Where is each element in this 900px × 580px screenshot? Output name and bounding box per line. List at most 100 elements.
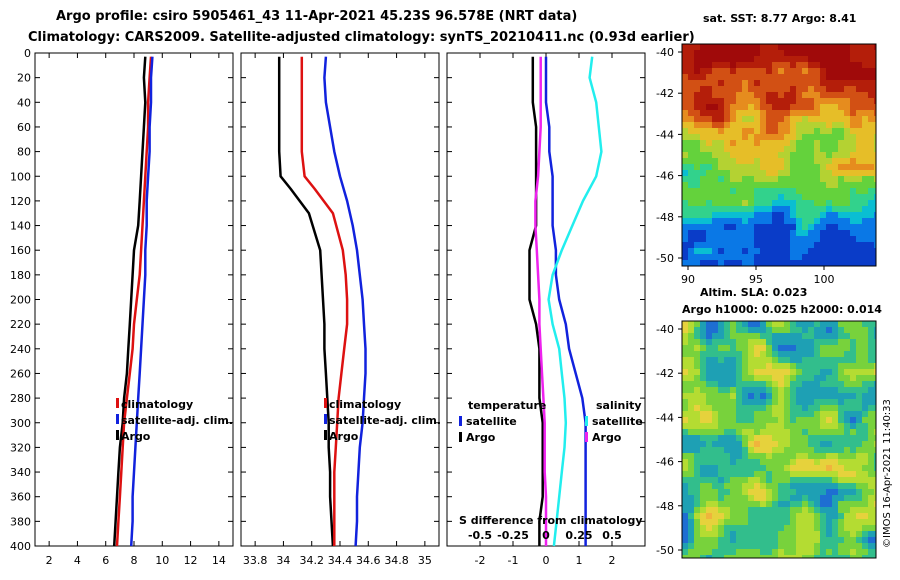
map-cell	[808, 507, 814, 513]
map-cell	[694, 140, 700, 146]
map-cell	[844, 50, 850, 56]
map-cell	[796, 399, 802, 405]
map-cell	[838, 80, 844, 86]
map-cell	[718, 248, 724, 254]
map-cell	[724, 465, 730, 471]
map-cell	[868, 447, 874, 453]
map-cell	[766, 333, 772, 339]
map-cell	[784, 128, 790, 134]
map-cell	[838, 465, 844, 471]
map-cell	[700, 549, 706, 555]
map-cell	[874, 555, 876, 558]
map-cell	[718, 164, 724, 170]
map-cell	[808, 465, 814, 471]
map-cell	[820, 429, 826, 435]
map-cell	[844, 405, 850, 411]
map-cell	[844, 248, 850, 254]
map-cell	[778, 495, 784, 501]
map-cell	[868, 62, 874, 68]
map-cell	[808, 68, 814, 74]
map-cell	[850, 218, 856, 224]
map-cell	[868, 333, 874, 339]
map-cell	[712, 405, 718, 411]
map-cell	[718, 68, 724, 74]
map-cell	[814, 399, 820, 405]
map-cell	[832, 489, 838, 495]
map-cell	[814, 495, 820, 501]
map-y-tick-label: -50	[656, 252, 674, 265]
map-cell	[790, 224, 796, 230]
map-cell	[706, 447, 712, 453]
map-cell	[772, 519, 778, 525]
map-cell	[766, 549, 772, 555]
map-cell	[736, 339, 742, 345]
map-cell	[808, 170, 814, 176]
map-cell	[844, 80, 850, 86]
map-cell	[730, 453, 736, 459]
map-cell	[730, 525, 736, 531]
map-cell	[724, 447, 730, 453]
map-cell	[718, 441, 724, 447]
x-tick-label: 12	[184, 554, 198, 567]
map-cell	[748, 98, 754, 104]
map-cell	[784, 182, 790, 188]
map-cell	[868, 182, 874, 188]
map-cell	[760, 381, 766, 387]
map-cell	[802, 501, 808, 507]
map-cell	[868, 465, 874, 471]
map-cell	[856, 399, 862, 405]
map-cell	[730, 110, 736, 116]
map-cell	[784, 134, 790, 140]
map-cell	[826, 182, 832, 188]
map-cell	[766, 218, 772, 224]
map-cell	[694, 182, 700, 188]
map-cell	[688, 236, 694, 242]
map-cell	[712, 110, 718, 116]
map-cell	[712, 441, 718, 447]
map-cell	[808, 134, 814, 140]
map-cell	[778, 206, 784, 212]
map-cell	[748, 80, 754, 86]
legend-swatch	[324, 414, 327, 424]
map-cell	[808, 399, 814, 405]
map-cell	[808, 423, 814, 429]
map-cell	[784, 441, 790, 447]
map-cell	[790, 513, 796, 519]
map-cell	[790, 164, 796, 170]
legend-label: satellite	[466, 415, 517, 428]
map-cell	[760, 158, 766, 164]
map-cell	[778, 387, 784, 393]
map-cell	[826, 62, 832, 68]
map-cell	[766, 543, 772, 549]
map-cell	[844, 465, 850, 471]
map-cell	[814, 375, 820, 381]
map-cell	[682, 513, 688, 519]
map-cell	[844, 507, 850, 513]
map-cell	[742, 501, 748, 507]
map-cell	[760, 459, 766, 465]
map-cell	[874, 519, 876, 525]
map-cell	[838, 453, 844, 459]
map-cell	[850, 321, 856, 327]
map-cell	[742, 170, 748, 176]
map-cell	[694, 375, 700, 381]
map-cell	[688, 152, 694, 158]
map-cell	[736, 537, 742, 543]
map-cell	[748, 110, 754, 116]
map-cell	[718, 170, 724, 176]
map-cell	[766, 200, 772, 206]
map-cell	[706, 170, 712, 176]
map-cell	[694, 68, 700, 74]
map-cell	[730, 489, 736, 495]
legend-swatch	[324, 430, 327, 440]
map-cell	[742, 411, 748, 417]
map-cell	[712, 200, 718, 206]
map-cell	[694, 417, 700, 423]
map-cell	[862, 501, 868, 507]
map-cell	[766, 375, 772, 381]
map-cell	[712, 176, 718, 182]
map-cell	[856, 489, 862, 495]
map-cell	[796, 507, 802, 513]
map-cell	[766, 321, 772, 327]
map-cell	[868, 537, 874, 543]
